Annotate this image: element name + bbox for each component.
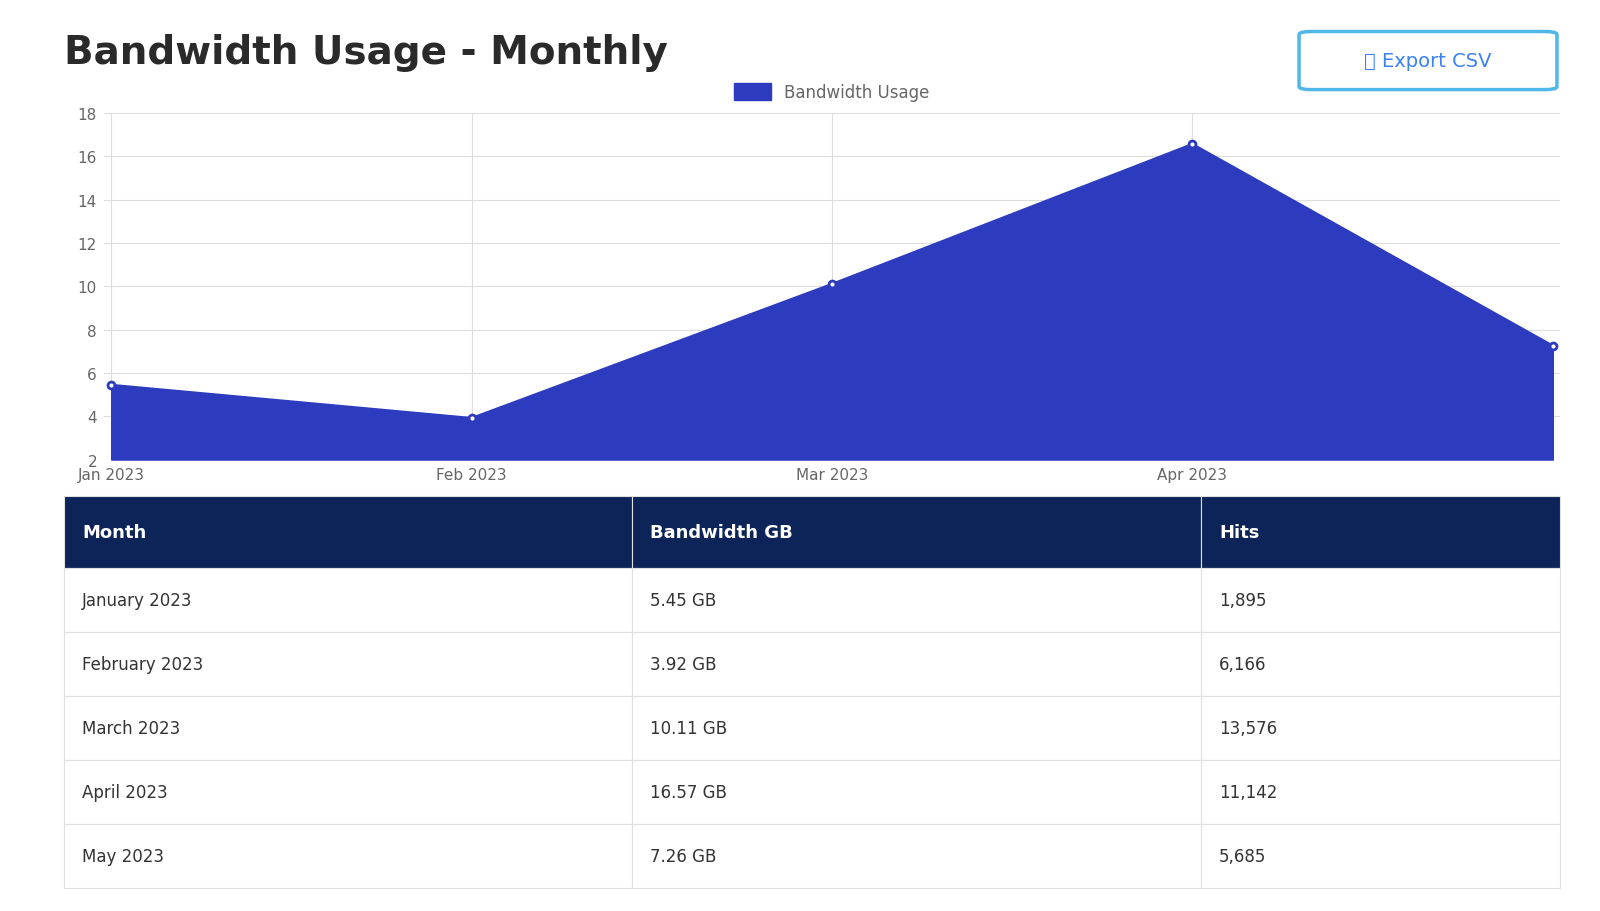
Text: May 2023: May 2023 [82, 847, 163, 865]
Bar [1202, 568, 1560, 633]
Text: 16.57 GB: 16.57 GB [651, 783, 728, 802]
Bar [1202, 761, 1560, 824]
Bar [64, 697, 632, 761]
Text: 11,142: 11,142 [1219, 783, 1277, 802]
Text: 6,166: 6,166 [1219, 656, 1267, 673]
Text: 10.11 GB: 10.11 GB [651, 720, 728, 738]
Text: 5.45 GB: 5.45 GB [651, 592, 717, 609]
Text: 5,685: 5,685 [1219, 847, 1266, 865]
Bar [64, 496, 632, 568]
Bar [632, 568, 1202, 633]
Text: March 2023: March 2023 [82, 720, 181, 738]
Text: Hits: Hits [1219, 524, 1259, 542]
Bar [632, 761, 1202, 824]
Text: 1,895: 1,895 [1219, 592, 1267, 609]
Bar [632, 496, 1202, 568]
Bar [64, 761, 632, 824]
Bar [1202, 824, 1560, 888]
Bar [632, 697, 1202, 761]
Text: January 2023: January 2023 [82, 592, 192, 609]
Text: 3.92 GB: 3.92 GB [651, 656, 717, 673]
Bar [64, 568, 632, 633]
Text: Bandwidth GB: Bandwidth GB [651, 524, 794, 542]
Text: 13,576: 13,576 [1219, 720, 1277, 738]
Text: 7.26 GB: 7.26 GB [651, 847, 717, 865]
Text: ⤓ Export CSV: ⤓ Export CSV [1365, 52, 1491, 71]
Text: Bandwidth Usage - Monthly: Bandwidth Usage - Monthly [64, 35, 667, 72]
Bar [1202, 496, 1560, 568]
Bar [632, 633, 1202, 697]
Legend: Bandwidth Usage: Bandwidth Usage [728, 77, 936, 108]
Bar [1202, 633, 1560, 697]
Text: February 2023: February 2023 [82, 656, 203, 673]
Bar [632, 824, 1202, 888]
Bar [64, 824, 632, 888]
Bar [64, 633, 632, 697]
Text: April 2023: April 2023 [82, 783, 168, 802]
FancyBboxPatch shape [1299, 33, 1557, 90]
Bar [1202, 697, 1560, 761]
Text: Month: Month [82, 524, 146, 542]
